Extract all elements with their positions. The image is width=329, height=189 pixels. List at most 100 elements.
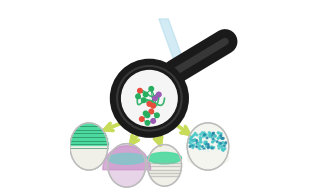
Circle shape [200,141,202,143]
Circle shape [141,98,146,102]
Circle shape [198,147,200,149]
Bar [77,128,101,129]
Circle shape [204,141,206,143]
Circle shape [145,113,150,118]
Circle shape [217,138,219,139]
Circle shape [211,136,213,138]
Circle shape [214,140,215,142]
Circle shape [218,143,220,145]
Circle shape [212,138,214,140]
Ellipse shape [187,150,229,167]
Circle shape [208,146,209,147]
Circle shape [220,133,222,134]
Circle shape [190,138,191,140]
Circle shape [214,135,216,137]
Bar [70,141,107,142]
Circle shape [196,140,197,141]
Circle shape [212,148,213,150]
Circle shape [209,134,211,136]
Circle shape [221,137,222,139]
Circle shape [221,148,223,150]
Circle shape [206,134,207,136]
Circle shape [151,119,155,123]
Circle shape [211,146,213,148]
Circle shape [149,109,154,114]
Circle shape [222,142,224,143]
Circle shape [221,146,223,148]
Circle shape [138,88,142,93]
FancyArrowPatch shape [131,129,142,144]
Circle shape [225,142,227,143]
Circle shape [219,136,221,138]
Circle shape [147,102,152,106]
Circle shape [202,136,204,137]
Circle shape [222,149,224,151]
Circle shape [203,135,205,136]
Circle shape [224,143,226,144]
Circle shape [213,132,214,134]
Circle shape [218,145,219,147]
Circle shape [211,147,213,148]
Circle shape [210,133,212,134]
Ellipse shape [187,123,229,170]
Circle shape [206,141,207,143]
Circle shape [219,135,221,137]
Circle shape [218,132,220,134]
Bar [75,130,103,131]
Circle shape [192,140,194,141]
Bar [71,139,107,140]
Circle shape [208,132,210,133]
Circle shape [115,64,183,132]
Circle shape [204,135,206,137]
Bar [78,127,100,128]
Circle shape [199,145,201,147]
Circle shape [211,147,213,149]
Circle shape [216,141,218,143]
Bar [70,143,108,144]
Circle shape [203,148,205,150]
Ellipse shape [108,144,146,187]
FancyArrowPatch shape [170,121,189,134]
Circle shape [207,147,209,149]
Circle shape [214,135,215,137]
Circle shape [192,146,194,147]
Circle shape [204,142,206,143]
Circle shape [199,145,200,146]
Circle shape [212,141,214,143]
Bar [79,126,99,127]
Circle shape [191,136,193,138]
Ellipse shape [70,123,108,170]
Circle shape [192,147,193,149]
Circle shape [196,142,198,144]
Circle shape [210,146,212,148]
Circle shape [204,143,206,145]
Ellipse shape [108,153,146,164]
Bar [70,144,108,145]
Circle shape [193,140,195,142]
Bar [73,134,105,135]
Bar [71,138,107,139]
Circle shape [199,149,201,150]
Circle shape [196,146,197,147]
Circle shape [194,139,196,141]
Circle shape [199,137,201,138]
Circle shape [220,143,221,144]
Circle shape [143,111,148,116]
Circle shape [153,96,157,101]
Circle shape [189,142,190,143]
Circle shape [192,144,193,146]
Circle shape [222,150,224,151]
Circle shape [192,135,194,136]
Bar [71,140,107,141]
Circle shape [190,143,192,145]
Circle shape [194,139,196,140]
Circle shape [204,134,205,136]
Circle shape [204,132,205,134]
Circle shape [223,145,225,146]
Bar [71,137,106,138]
Circle shape [212,141,213,143]
Ellipse shape [147,152,182,164]
Circle shape [151,104,155,108]
Circle shape [222,138,224,139]
Circle shape [206,137,208,139]
